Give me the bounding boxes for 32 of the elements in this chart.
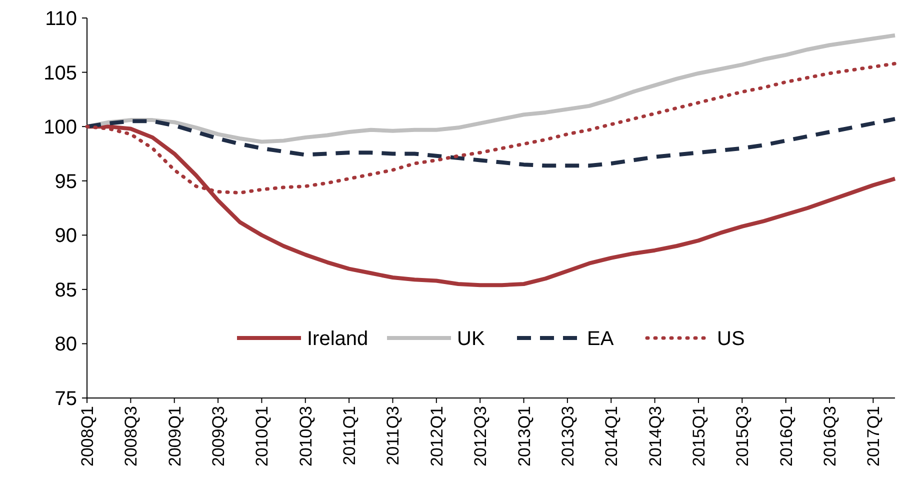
y-tick-label: 75: [54, 388, 77, 410]
x-tick-label: 2017Q1: [864, 406, 884, 466]
y-tick-label: 100: [44, 116, 77, 139]
x-tick-label: 2009Q3: [209, 406, 228, 466]
legend-label: UK: [457, 328, 486, 350]
y-tick-label: 85: [54, 279, 77, 302]
x-tick-label: 2011Q1: [340, 406, 360, 466]
x-tick-label: 2012Q3: [471, 406, 490, 466]
x-tick-label: 2014Q3: [646, 406, 665, 466]
x-tick-label: 2016Q1: [776, 406, 796, 466]
x-tick-label: 2015Q1: [689, 406, 708, 466]
x-tick-label: 2010Q3: [296, 406, 316, 466]
x-tick-label: 2016Q3: [820, 406, 840, 466]
x-tick-label: 2008Q3: [122, 406, 141, 466]
x-tick-label: 2008Q1: [78, 406, 97, 466]
x-tick-label: 2013Q1: [514, 406, 534, 466]
y-tick-label: 105: [44, 62, 77, 84]
x-tick-label: 2015Q3: [733, 406, 752, 466]
y-tick-label: 80: [54, 334, 77, 356]
y-tick-label: 110: [45, 8, 77, 30]
x-tick-label: 2011Q3: [384, 406, 403, 466]
legend-label: Ireland: [307, 328, 368, 350]
x-tick-label: 2013Q3: [558, 406, 578, 466]
y-tick-label: 90: [54, 225, 77, 248]
x-tick-label: 2014Q1: [602, 406, 622, 466]
legend-label: EA: [587, 328, 614, 350]
x-tick-label: 2010Q1: [252, 406, 272, 466]
x-tick-label: 2009Q1: [165, 406, 184, 466]
legend-label: US: [717, 328, 745, 350]
y-tick-label: 95: [54, 170, 77, 193]
line-series: [85, 116, 897, 168]
x-tick-label: 2012Q1: [427, 406, 446, 466]
